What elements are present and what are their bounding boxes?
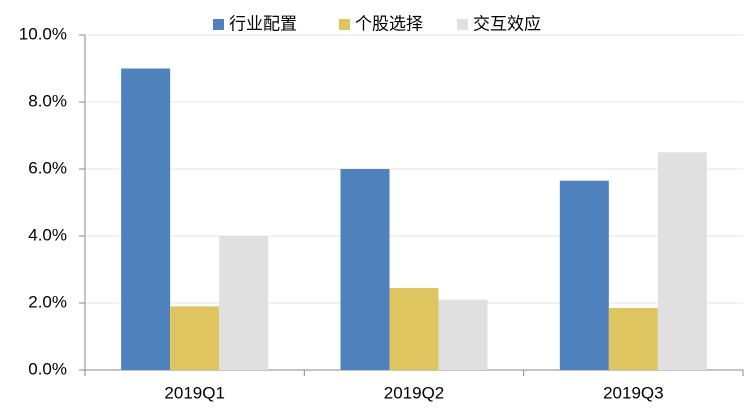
legend-swatch bbox=[213, 19, 224, 30]
bar bbox=[559, 180, 609, 370]
bar bbox=[438, 299, 488, 370]
y-tick-label: 8.0% bbox=[28, 91, 67, 110]
legend-label: 个股选择 bbox=[355, 14, 423, 33]
bar bbox=[219, 236, 269, 370]
legend-label: 行业配置 bbox=[229, 14, 297, 33]
legend-swatch bbox=[457, 19, 468, 30]
x-tick-label: 2019Q2 bbox=[384, 383, 445, 402]
x-tick-label: 2019Q3 bbox=[603, 383, 664, 402]
y-tick-label: 4.0% bbox=[28, 225, 67, 244]
y-tick-label: 10.0% bbox=[19, 24, 67, 43]
bar bbox=[657, 152, 707, 370]
y-tick-label: 0.0% bbox=[28, 359, 67, 378]
bar bbox=[170, 306, 220, 370]
bar bbox=[389, 287, 439, 370]
y-tick-label: 2.0% bbox=[28, 292, 67, 311]
legend-swatch bbox=[339, 19, 350, 30]
bar bbox=[340, 169, 390, 370]
bar bbox=[608, 308, 658, 370]
y-tick-label: 6.0% bbox=[28, 158, 67, 177]
legend-label: 交互效应 bbox=[473, 14, 541, 33]
x-tick-label: 2019Q1 bbox=[164, 383, 225, 402]
bar bbox=[121, 68, 171, 370]
